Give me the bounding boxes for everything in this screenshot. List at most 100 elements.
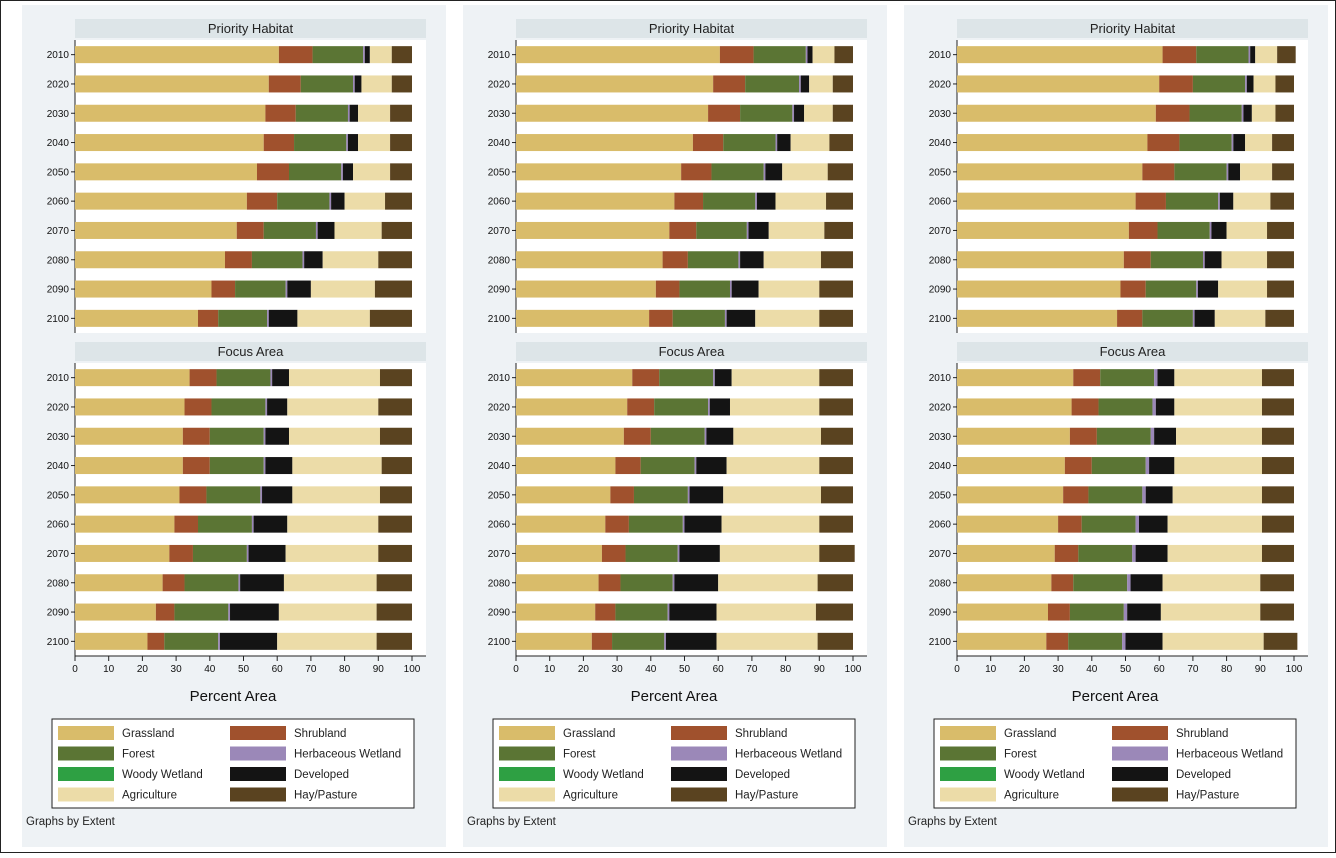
legend-swatch	[940, 726, 996, 740]
bar-segment-shrubland	[1058, 515, 1082, 533]
bar-row-2080: 2080	[929, 574, 1294, 592]
bar-segment-grassland	[75, 104, 266, 122]
bar-segment-agriculture	[790, 134, 830, 152]
bar-segment-hay-pasture	[1261, 427, 1294, 445]
bar-segment-forest	[294, 134, 347, 152]
bar-segment-agriculture	[1167, 544, 1262, 562]
y-tick-label: 2050	[929, 490, 952, 501]
bar-segment-agriculture	[322, 251, 379, 269]
legend-item-agriculture: Agriculture	[940, 787, 1059, 802]
legend-item-herbaceous-wetland: Herbaceous Wetland	[230, 746, 401, 761]
bar-segment-hay-pasture	[819, 515, 853, 533]
bar-segment-hay-pasture	[376, 574, 412, 592]
bar-segment-hay-pasture	[1277, 46, 1296, 64]
x-tick-label: 20	[137, 664, 149, 675]
bar-segment-herbaceous-wetland	[755, 192, 757, 210]
bar-segment-shrubland	[1051, 574, 1074, 592]
legend-swatch	[58, 746, 114, 761]
bar-segment-forest	[300, 75, 354, 93]
bar-segment-developed	[265, 427, 289, 445]
bar-segment-agriculture	[358, 134, 391, 152]
legend-item-grassland: Grassland	[499, 726, 615, 740]
bar-segment-developed	[287, 280, 311, 298]
y-tick-label: 2040	[488, 461, 511, 472]
bar-segment-developed	[689, 486, 724, 504]
bar-segment-hay-pasture	[1261, 486, 1294, 504]
y-tick-label: 2070	[488, 226, 511, 237]
bar-segment-developed	[364, 46, 370, 64]
bar-segment-shrubland	[1128, 221, 1158, 239]
bar-segment-developed	[240, 574, 284, 592]
bar-segment-herbaceous-wetland	[263, 457, 266, 475]
bar-segment-forest	[164, 632, 219, 650]
bar-segment-hay-pasture	[1267, 280, 1294, 298]
bar-row-2020: 2020	[488, 75, 853, 93]
bar-segment-grassland	[516, 632, 592, 650]
bar-segment-developed	[268, 309, 298, 327]
bar-segment-herbaceous-wetland	[1150, 427, 1155, 445]
bar-row-2060: 2060	[47, 192, 412, 210]
y-tick-label: 2010	[929, 50, 952, 61]
bar-segment-developed	[1127, 603, 1161, 621]
bar-row-2080: 2080	[929, 251, 1294, 269]
legend-label: Shrubland	[294, 728, 346, 740]
bar-row-2050: 2050	[929, 486, 1294, 504]
bar-row-2030: 2030	[488, 427, 853, 445]
x-tick-label: 100	[404, 664, 421, 675]
bar-segment-hay-pasture	[390, 104, 412, 122]
x-tick-label: 10	[544, 664, 556, 675]
bar-segment-agriculture	[288, 369, 380, 387]
x-tick-label: 70	[305, 664, 317, 675]
y-tick-label: 2060	[488, 197, 511, 208]
x-tick-label: 40	[1086, 664, 1098, 675]
bar-segment-shrubland	[1069, 427, 1097, 445]
y-tick-label: 2080	[929, 578, 952, 589]
bar-segment-grassland	[957, 309, 1118, 327]
bar-segment-herbaceous-wetland	[329, 192, 332, 210]
x-axis-title: Percent Area	[1072, 688, 1159, 705]
x-tick-label: 0	[954, 664, 960, 675]
bar-segment-hay-pasture	[834, 46, 853, 64]
bar-segment-agriculture	[285, 544, 379, 562]
bar-segment-developed	[267, 398, 288, 416]
bar-segment-developed	[1194, 309, 1215, 327]
bar-segment-agriculture	[287, 515, 379, 533]
bar-row-2060: 2060	[488, 515, 853, 533]
bar-segment-grassland	[957, 515, 1059, 533]
bar-segment-agriculture	[1160, 603, 1261, 621]
bar-row-2060: 2060	[929, 192, 1294, 210]
bar-row-2020: 2020	[929, 75, 1294, 93]
bar-segment-developed	[765, 163, 783, 181]
bar-segment-agriculture	[1176, 427, 1262, 445]
bar-segment-developed	[349, 104, 359, 122]
panel-focus-area: Focus Area 2010 2020 2030 2040 2050 2060 2070 20…	[488, 342, 867, 656]
bar-segment-developed	[740, 251, 764, 269]
y-tick-label: 2090	[47, 608, 70, 619]
legend-swatch	[1112, 787, 1168, 802]
bar-segment-forest	[1192, 75, 1246, 93]
bar-segment-shrubland	[595, 603, 616, 621]
bar-segment-developed	[714, 369, 732, 387]
bar-segment-developed	[665, 632, 717, 650]
bar-segment-developed	[731, 280, 759, 298]
y-tick-label: 2100	[929, 637, 952, 648]
bar-row-2070: 2070	[488, 544, 855, 562]
bar-segment-herbaceous-wetland	[270, 369, 273, 387]
legend-item-shrubland: Shrubland	[671, 726, 787, 740]
bar-segment-agriculture	[763, 251, 821, 269]
bar-segment-forest	[288, 163, 342, 181]
panel-priority-habitat: Priority Habitat 2010 2020 2030 2040 2050 2060…	[929, 19, 1308, 333]
bar-segment-forest	[1091, 457, 1146, 475]
x-tick-label: 80	[339, 664, 351, 675]
bar-segment-developed	[1219, 192, 1234, 210]
y-tick-label: 2040	[488, 138, 511, 149]
legend-swatch	[58, 767, 114, 781]
bar-segment-developed	[304, 251, 323, 269]
bar-segment-developed	[1197, 280, 1219, 298]
bar-row-2060: 2060	[929, 515, 1294, 533]
bar-segment-developed	[669, 603, 717, 621]
bar-segment-developed	[1246, 75, 1254, 93]
bar-segment-shrubland	[713, 75, 746, 93]
legend-label: Developed	[294, 769, 349, 781]
